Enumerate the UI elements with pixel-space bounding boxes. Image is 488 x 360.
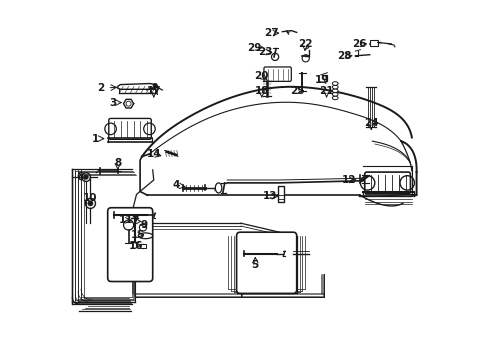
Circle shape bbox=[88, 201, 93, 206]
Text: 7: 7 bbox=[131, 216, 138, 226]
Text: 18: 18 bbox=[254, 86, 268, 96]
Ellipse shape bbox=[138, 233, 152, 239]
Text: 8: 8 bbox=[114, 158, 121, 168]
Text: 17: 17 bbox=[146, 86, 161, 96]
Ellipse shape bbox=[332, 93, 337, 96]
Text: 12: 12 bbox=[341, 175, 355, 185]
Circle shape bbox=[84, 175, 88, 179]
Polygon shape bbox=[118, 84, 157, 89]
Ellipse shape bbox=[215, 183, 222, 193]
Ellipse shape bbox=[332, 96, 337, 100]
Text: 29: 29 bbox=[247, 42, 261, 53]
Bar bbox=[277, 186, 284, 202]
Text: 20: 20 bbox=[254, 71, 268, 81]
Text: 27: 27 bbox=[264, 28, 278, 38]
Text: 3: 3 bbox=[109, 98, 117, 108]
Text: 25: 25 bbox=[290, 86, 305, 96]
FancyBboxPatch shape bbox=[264, 67, 291, 81]
Text: 23: 23 bbox=[258, 47, 272, 57]
Text: 28: 28 bbox=[337, 51, 351, 61]
FancyBboxPatch shape bbox=[108, 118, 151, 139]
Text: 26: 26 bbox=[351, 39, 366, 49]
Ellipse shape bbox=[332, 89, 337, 93]
Text: 14: 14 bbox=[146, 149, 161, 159]
Text: 5: 5 bbox=[251, 260, 258, 270]
Text: 10: 10 bbox=[83, 193, 98, 203]
FancyBboxPatch shape bbox=[364, 172, 409, 194]
Text: 15: 15 bbox=[131, 230, 145, 240]
Circle shape bbox=[153, 84, 157, 88]
FancyBboxPatch shape bbox=[107, 208, 152, 282]
Bar bbox=[369, 40, 377, 46]
Text: 2: 2 bbox=[97, 83, 104, 93]
Ellipse shape bbox=[332, 85, 337, 89]
Text: 19: 19 bbox=[314, 75, 328, 85]
Bar bbox=[140, 244, 145, 248]
Text: 21: 21 bbox=[319, 86, 333, 96]
Text: 6: 6 bbox=[76, 172, 83, 182]
Text: 11: 11 bbox=[119, 215, 133, 225]
Text: 13: 13 bbox=[263, 191, 277, 201]
Text: 16: 16 bbox=[128, 240, 142, 251]
FancyBboxPatch shape bbox=[236, 232, 296, 293]
Text: 24: 24 bbox=[363, 118, 378, 128]
Ellipse shape bbox=[332, 82, 337, 85]
Text: 1: 1 bbox=[91, 134, 99, 144]
Text: 22: 22 bbox=[297, 39, 312, 49]
Text: 4: 4 bbox=[172, 180, 180, 190]
Text: 9: 9 bbox=[141, 220, 148, 230]
